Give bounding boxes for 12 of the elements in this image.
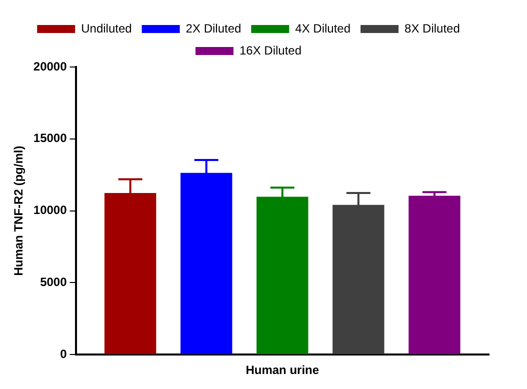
y-axis-title: Human TNF-R2 (pg/ml) — [12, 146, 26, 276]
y-tick-label: 10000 — [33, 203, 68, 218]
legend-label: 2X Diluted — [186, 21, 242, 36]
y-tick-label: 0 — [60, 346, 68, 361]
legend-label: Undiluted — [81, 21, 132, 36]
y-tick-label: 5000 — [40, 275, 68, 290]
y-tick-label: 20000 — [33, 59, 68, 74]
x-tick-label: Human urine — [246, 363, 320, 378]
legend-label: 8X Diluted — [404, 21, 460, 36]
y-tick-label: 15000 — [33, 131, 68, 146]
legend-label: 16X Diluted — [239, 43, 302, 58]
legend-label: 4X Diluted — [295, 21, 351, 36]
